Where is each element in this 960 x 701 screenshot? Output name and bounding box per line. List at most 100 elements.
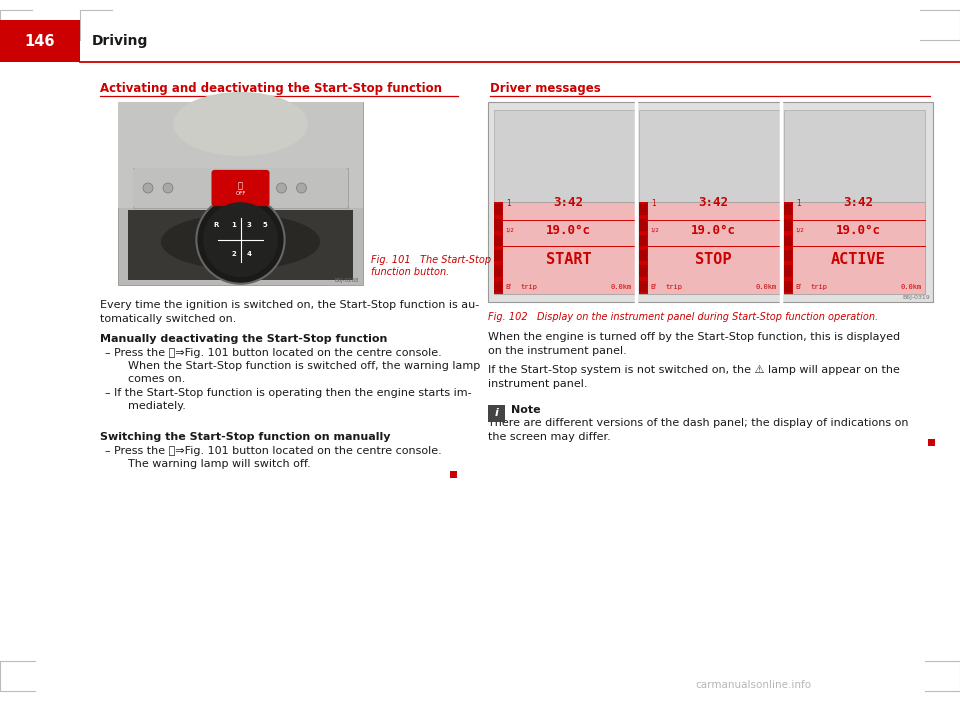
Bar: [133, 168, 348, 208]
Bar: [494, 219, 502, 231]
Bar: [639, 202, 648, 294]
Text: Bⁱ: Bⁱ: [505, 284, 511, 290]
Text: 3:42: 3:42: [699, 196, 729, 209]
Bar: [450, 471, 457, 478]
Bar: [784, 202, 793, 294]
Bar: [488, 405, 505, 422]
Text: Ⓚ: Ⓚ: [238, 182, 243, 191]
Circle shape: [143, 183, 153, 193]
Text: Activating and deactivating the Start-Stop function: Activating and deactivating the Start-St…: [100, 82, 442, 95]
Circle shape: [297, 183, 306, 193]
Ellipse shape: [161, 214, 320, 270]
Text: –: –: [104, 348, 109, 358]
Circle shape: [203, 202, 278, 277]
Bar: [488, 102, 933, 302]
Text: B6J-0288: B6J-0288: [334, 278, 359, 283]
Circle shape: [197, 196, 284, 284]
Text: If the Start-Stop system is not switched on, the ⚠ lamp will appear on the
instr: If the Start-Stop system is not switched…: [488, 365, 900, 388]
Text: 19.0°c: 19.0°c: [691, 224, 736, 237]
Bar: [639, 250, 647, 261]
Text: –: –: [104, 446, 109, 456]
Text: 1/2: 1/2: [795, 228, 804, 233]
Bar: [784, 235, 792, 246]
Text: Bⁱ: Bⁱ: [795, 284, 801, 290]
Bar: [128, 210, 353, 280]
Text: 1: 1: [651, 199, 656, 208]
Text: Press the Ⓚ⇒Fig. 101 button located on the centre console.
    The warning lamp : Press the Ⓚ⇒Fig. 101 button located on t…: [114, 446, 442, 469]
Bar: [784, 250, 792, 261]
Text: 0.0km: 0.0km: [611, 284, 632, 290]
FancyBboxPatch shape: [211, 170, 270, 206]
Bar: [784, 219, 792, 231]
Text: trip: trip: [521, 284, 538, 290]
Text: ACTIVE: ACTIVE: [831, 252, 886, 267]
Circle shape: [163, 183, 173, 193]
Text: 1: 1: [231, 222, 236, 228]
Text: 2: 2: [231, 251, 236, 257]
Text: If the Start-Stop function is operating then the engine starts im-
    mediately: If the Start-Stop function is operating …: [114, 388, 471, 411]
FancyBboxPatch shape: [133, 168, 348, 208]
Bar: [118, 102, 363, 285]
Text: i: i: [494, 409, 498, 418]
Bar: [494, 250, 502, 261]
Bar: [494, 280, 502, 292]
Text: 3: 3: [247, 222, 252, 228]
Bar: [639, 202, 780, 294]
Bar: [494, 202, 503, 294]
Bar: [118, 102, 363, 208]
Text: 1: 1: [796, 199, 801, 208]
Bar: [639, 280, 647, 292]
Text: carmanualsonline.info: carmanualsonline.info: [695, 680, 811, 690]
Text: STOP: STOP: [695, 252, 732, 267]
Bar: [494, 202, 635, 294]
Text: 146: 146: [25, 34, 56, 48]
Text: 1: 1: [506, 199, 511, 208]
Circle shape: [276, 183, 286, 193]
Bar: [639, 219, 647, 231]
Text: START: START: [545, 252, 591, 267]
Text: When the engine is turned off by the Start-Stop function, this is displayed
on t: When the engine is turned off by the Sta…: [488, 332, 900, 355]
Bar: [494, 235, 502, 246]
Bar: [494, 265, 502, 277]
Text: 3:42: 3:42: [554, 196, 584, 209]
Bar: [784, 110, 925, 202]
Bar: [784, 202, 925, 294]
Text: 19.0°c: 19.0°c: [836, 224, 881, 237]
Text: Switching the Start-Stop function on manually: Switching the Start-Stop function on man…: [100, 432, 391, 442]
Text: 0.0km: 0.0km: [756, 284, 777, 290]
Text: 1/2: 1/2: [505, 228, 514, 233]
Bar: [494, 204, 502, 215]
Text: 1/2: 1/2: [650, 228, 659, 233]
Text: Fig. 101   The Start-Stop
function button.: Fig. 101 The Start-Stop function button.: [371, 255, 492, 277]
Text: B6J-0319: B6J-0319: [902, 295, 930, 300]
Text: Press the Ⓚ⇒Fig. 101 button located on the centre console.
    When the Start-St: Press the Ⓚ⇒Fig. 101 button located on t…: [114, 348, 480, 384]
Bar: [494, 110, 635, 202]
Text: –: –: [104, 388, 109, 398]
Text: Note: Note: [511, 405, 540, 415]
Bar: [639, 235, 647, 246]
Bar: [639, 204, 647, 215]
Text: Manually deactivating the Start-Stop function: Manually deactivating the Start-Stop fun…: [100, 334, 388, 344]
Text: 19.0°c: 19.0°c: [546, 224, 591, 237]
Bar: [784, 204, 792, 215]
Text: Bⁱ: Bⁱ: [650, 284, 656, 290]
Text: trip: trip: [811, 284, 828, 290]
Text: Driving: Driving: [92, 34, 149, 48]
Text: R: R: [213, 222, 219, 228]
Bar: [639, 110, 780, 202]
Bar: [784, 265, 792, 277]
Text: Fig. 102   Display on the instrument panel during Start-Stop function operation.: Fig. 102 Display on the instrument panel…: [488, 312, 878, 322]
Text: 3:42: 3:42: [844, 196, 874, 209]
Text: Driver messages: Driver messages: [490, 82, 601, 95]
Bar: [0, 20, 80, 62]
Text: 4: 4: [247, 251, 252, 257]
Bar: [928, 439, 935, 446]
Text: 5: 5: [262, 222, 267, 228]
Text: trip: trip: [666, 284, 683, 290]
Text: 0.0km: 0.0km: [900, 284, 922, 290]
Bar: [784, 280, 792, 292]
Text: OFF: OFF: [235, 191, 246, 196]
Text: Every time the ignition is switched on, the Start-Stop function is au-
tomatical: Every time the ignition is switched on, …: [100, 300, 479, 324]
Bar: [639, 265, 647, 277]
Text: There are different versions of the dash panel; the display of indications on
th: There are different versions of the dash…: [488, 418, 908, 442]
